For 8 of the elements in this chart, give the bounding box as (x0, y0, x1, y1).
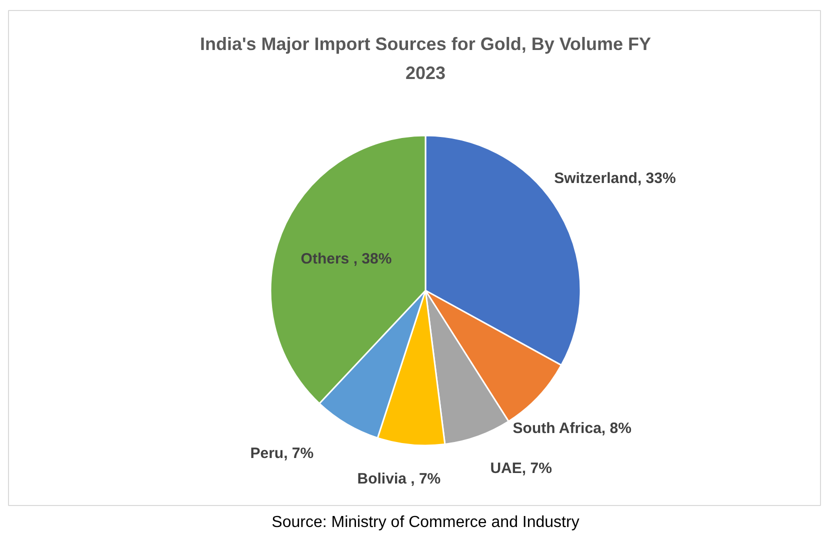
slice-label: South Africa, 8% (512, 420, 632, 437)
source-note: Source: Ministry of Commerce and Industry (272, 514, 580, 531)
slice-label: UAE, 7% (490, 460, 552, 477)
slice-label: Peru, 7% (250, 444, 314, 462)
chart-title: India's Major Import Sources for Gold, By Volume FY 2023 (200, 34, 652, 83)
slice-label: Bolivia , 7% (357, 470, 441, 488)
slice-label: Others , 38% (300, 250, 392, 268)
slice-label: Switzerland, 33% (554, 170, 676, 187)
